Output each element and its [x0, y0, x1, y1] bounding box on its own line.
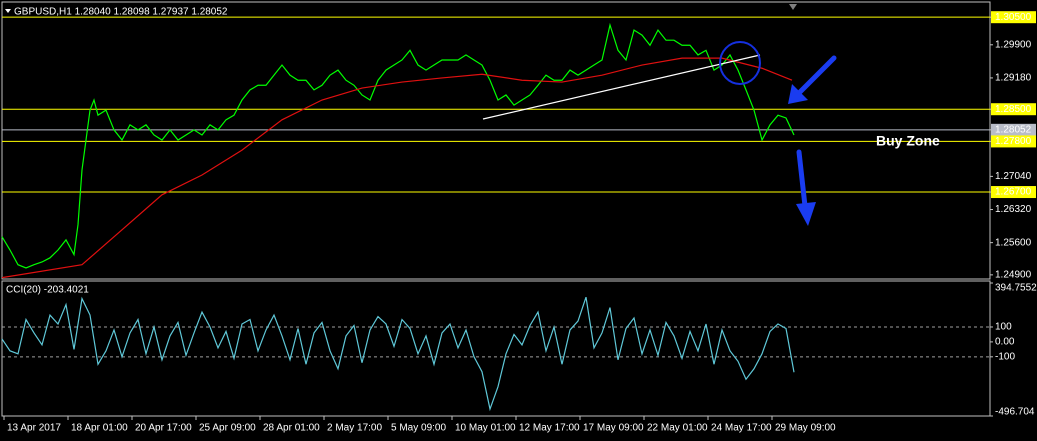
shift-marker [789, 4, 797, 10]
y-tick-label: 1.26320 [995, 204, 1032, 215]
y-tick-label: 1.28052 [995, 124, 1032, 135]
y-tick-highlight [991, 11, 1036, 24]
x-tick-label: 18 Apr 01:00 [71, 423, 128, 434]
x-tick-label: 5 May 09:00 [391, 423, 446, 434]
y-tick-label: 1.29900 [995, 39, 1032, 50]
y-tick-label: -496.704 [995, 407, 1035, 418]
y-tick-highlight [991, 123, 1036, 136]
x-tick-label: 12 May 17:00 [519, 423, 580, 434]
y-tick-label: 1.27040 [995, 171, 1032, 182]
x-tick-label: 24 May 17:00 [711, 423, 772, 434]
x-tick-label: 2 May 17:00 [327, 423, 382, 434]
y-tick-label: 1.26700 [995, 187, 1032, 198]
trend-line [482, 54, 761, 120]
main-panel [1, 1, 991, 280]
series-line [1, 296, 795, 412]
x-tick-label: 28 Apr 01:00 [263, 423, 320, 434]
y-tick-label: 1.24900 [995, 269, 1032, 280]
y-tick-label: 1.30500 [995, 12, 1032, 23]
y-tick-highlight [991, 135, 1036, 148]
arrow-down [796, 149, 816, 226]
chart-title: GBPUSD,H1 1.28040 1.28098 1.27937 1.2805… [14, 7, 228, 18]
x-tick-label: 25 Apr 09:00 [199, 423, 256, 434]
x-tick-label: 22 May 01:00 [647, 423, 708, 434]
x-tick-label: 17 May 09:00 [583, 423, 644, 434]
y-tick-label: 1.25600 [995, 237, 1032, 248]
x-tick-label: 29 May 09:00 [775, 423, 836, 434]
y-tick-label: 1.29180 [995, 73, 1032, 84]
cci-title: CCI(20) -203.4021 [6, 285, 89, 296]
y-tick-label: 1.27800 [995, 136, 1032, 147]
annotation: Buy Zone [876, 133, 940, 149]
cci-panel [1, 280, 991, 417]
plots: 1.30500 1.29900 1.29180 1.28500 1.280521.278… [1, 11, 1037, 434]
menu-triangle [5, 9, 11, 13]
x-tick-label: 20 Apr 17:00 [135, 423, 192, 434]
x-tick-label: 10 May 01:00 [455, 423, 516, 434]
series-line [1, 57, 793, 279]
y-tick-label: 0.00 [995, 337, 1015, 348]
y-tick-label: 100 [995, 322, 1012, 333]
arrow-down-left [788, 55, 837, 104]
y-tick-label: 394.7552 [995, 283, 1037, 294]
y-tick-label: 1.28500 [995, 104, 1032, 115]
y-tick-label: -100 [995, 351, 1015, 362]
x-tick-label: 13 Apr 2017 [7, 423, 61, 434]
y-tick-highlight [991, 186, 1036, 199]
y-tick-highlight [991, 103, 1036, 116]
highlight-circle [719, 41, 761, 85]
series-line [1, 22, 795, 269]
